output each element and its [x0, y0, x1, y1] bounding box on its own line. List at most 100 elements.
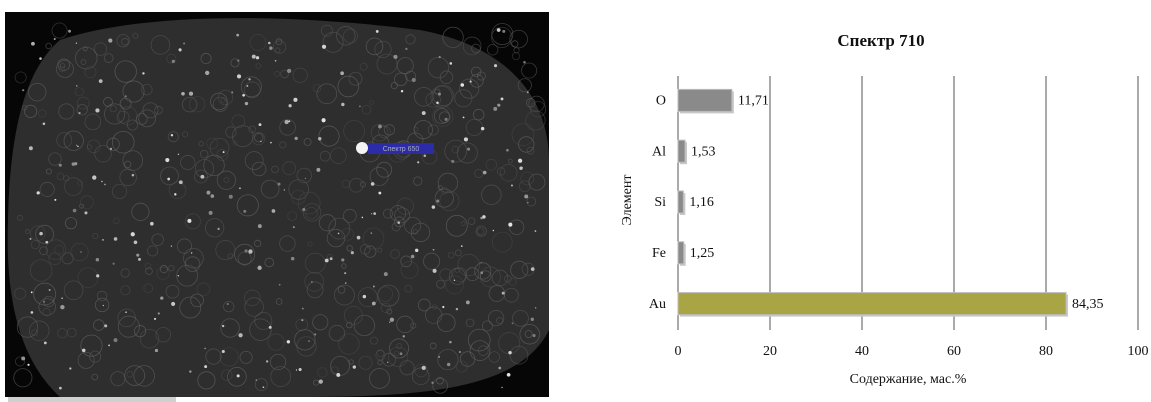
grain: [305, 178, 306, 179]
grain: [165, 158, 169, 162]
grain: [205, 71, 209, 75]
grain: [181, 92, 185, 96]
grain: [44, 341, 47, 344]
grain: [43, 122, 46, 125]
grain: [171, 302, 175, 306]
grain: [502, 292, 505, 295]
grain: [371, 182, 375, 186]
grain: [400, 352, 403, 355]
grain: [433, 269, 437, 273]
grain: [114, 237, 118, 241]
grain: [31, 291, 33, 293]
grain: [256, 56, 259, 59]
grain: [293, 98, 297, 102]
grain: [449, 341, 452, 344]
grain: [179, 180, 183, 184]
grain: [245, 102, 248, 105]
grain: [480, 217, 483, 220]
grain: [397, 221, 400, 224]
grain: [29, 146, 33, 150]
grain: [80, 251, 81, 252]
grain: [29, 238, 31, 240]
grain: [96, 274, 99, 277]
grain: [345, 282, 346, 283]
grain: [483, 171, 487, 175]
grain: [210, 194, 214, 198]
grain: [114, 338, 118, 342]
value-label: 1,16: [689, 195, 714, 210]
grain: [494, 64, 497, 67]
grain: [27, 364, 29, 366]
grain: [357, 236, 361, 240]
grain: [415, 249, 418, 252]
grain: [438, 93, 441, 96]
grain: [322, 118, 326, 122]
spectrum-label: Спектр 650: [383, 146, 420, 153]
grain: [519, 167, 522, 170]
y-tick-label: Si: [654, 195, 666, 210]
grain: [344, 272, 346, 274]
grain: [183, 42, 185, 44]
grain: [263, 386, 265, 388]
grain: [275, 60, 277, 62]
value-label: 84,35: [1072, 297, 1104, 312]
grain: [125, 95, 127, 97]
grain: [497, 28, 501, 32]
grain: [108, 344, 110, 346]
grain: [371, 232, 372, 233]
grain: [61, 297, 63, 299]
grain: [287, 69, 291, 73]
grain: [524, 194, 528, 198]
grain: [325, 259, 329, 263]
grain: [508, 223, 512, 227]
grain: [373, 212, 376, 215]
grain: [69, 367, 71, 369]
grain: [295, 137, 298, 140]
grain: [279, 284, 281, 286]
grain: [60, 305, 64, 309]
grain: [31, 311, 34, 314]
grain: [73, 209, 77, 213]
grain: [59, 164, 62, 167]
value-label: 1,25: [690, 246, 715, 261]
grain: [314, 333, 316, 335]
grain: [299, 368, 302, 371]
grain: [316, 168, 320, 172]
grain: [363, 295, 366, 298]
grain: [248, 249, 252, 253]
grain: [189, 92, 193, 96]
grain: [501, 387, 502, 388]
grain: [338, 233, 340, 235]
grain: [459, 351, 461, 353]
grain: [84, 211, 87, 214]
grain: [131, 232, 135, 236]
bar: [678, 140, 685, 162]
grain: [469, 80, 471, 82]
grain: [463, 116, 465, 118]
grain: [373, 286, 375, 288]
grain: [258, 224, 262, 228]
grain: [293, 226, 295, 228]
grain: [378, 125, 382, 129]
x-tick-label: 20: [763, 344, 777, 359]
y-tick-label: Al: [652, 144, 666, 159]
grain: [243, 210, 246, 213]
value-label: 1,53: [691, 144, 716, 159]
grain: [223, 151, 225, 153]
grain: [237, 74, 241, 78]
grain: [103, 305, 104, 306]
grain: [523, 61, 526, 64]
grain: [21, 356, 25, 360]
grain: [206, 191, 210, 195]
x-axis-label: Содержание, мас.%: [850, 372, 967, 387]
grain: [288, 120, 290, 122]
x-tick-label: 100: [1128, 344, 1149, 359]
bar: [678, 89, 732, 111]
grain: [150, 222, 154, 226]
grain: [302, 308, 304, 310]
grain: [171, 245, 172, 246]
grain: [535, 230, 537, 232]
grain: [178, 154, 179, 155]
bar: [678, 191, 683, 213]
grain: [322, 45, 326, 49]
